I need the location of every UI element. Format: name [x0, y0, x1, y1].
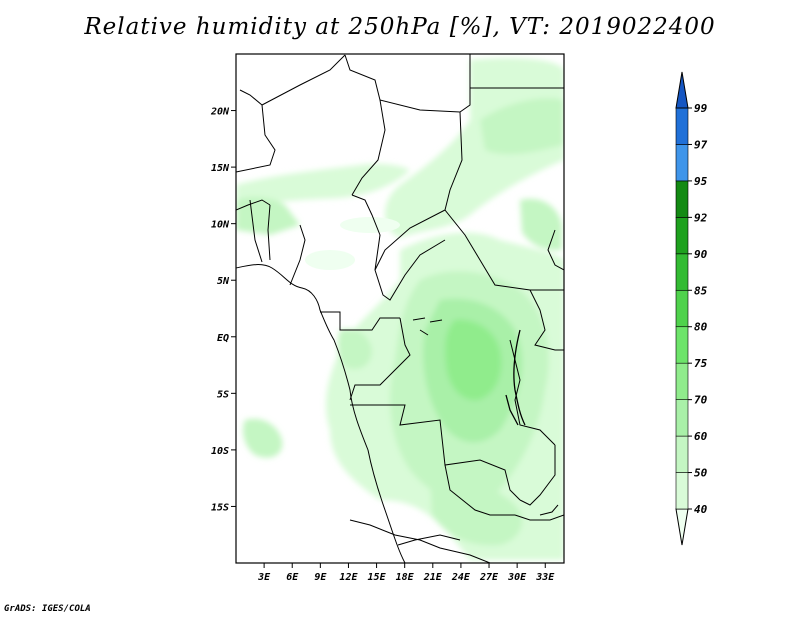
colorbar-top-arrow: [675, 71, 689, 109]
colorbar-box: [675, 399, 689, 437]
colorbar-label: 40: [694, 503, 708, 516]
colorbar-box: [675, 144, 689, 182]
borders: [236, 54, 564, 563]
lon-tick-label: 21E: [423, 572, 443, 583]
lon-tick-label: 24E: [451, 572, 471, 583]
colorbar-box: [675, 289, 689, 328]
lon-tick-label: 30E: [507, 572, 527, 583]
longitude-axis: 3E 6E 9E 12E 15E 18E 21E 24E 27E 30E 33E: [257, 563, 555, 583]
map-frame: [235, 53, 565, 564]
lat-tick-label: 5S: [217, 389, 229, 400]
colorbar-label: 80: [694, 321, 708, 334]
colorbar-box: [675, 326, 689, 364]
lat-tick-label: 10N: [211, 220, 230, 231]
lon-tick-label: 18E: [396, 572, 415, 583]
lon-tick-label: 15E: [368, 572, 387, 583]
colorbar-label: 70: [694, 394, 708, 407]
colorbar-label: 97: [694, 138, 708, 151]
lon-tick-label: 6E: [286, 572, 299, 583]
colorbar-box: [675, 435, 689, 473]
latitude-axis: 20N 15N 10N 5N EQ 5S 10S 15S: [210, 107, 236, 513]
lat-tick-label: 5N: [217, 276, 230, 287]
lon-tick-label: 27E: [479, 572, 499, 583]
map-title: Relative humidity at 250hPa [%], VT: 201…: [84, 14, 716, 40]
lat-tick-label: 10S: [211, 446, 229, 457]
lat-tick-label: 15N: [211, 163, 230, 174]
colorbar-label: 95: [694, 175, 708, 188]
lon-tick-label: 33E: [535, 572, 555, 583]
lon-tick-label: 3E: [257, 572, 271, 583]
colorbar-box: [675, 180, 689, 218]
colorbar-label: 75: [694, 357, 708, 370]
colorbar: 40 50 60 70 75 80 85 90 92 95 97 99: [675, 71, 708, 546]
humidity-field: [236, 58, 564, 560]
colorbar-bottom-arrow: [675, 508, 689, 546]
colorbar-box: [675, 253, 689, 291]
lon-tick-label: 12E: [339, 572, 358, 583]
lat-tick-label: EQ: [217, 333, 229, 344]
colorbar-label: 90: [694, 248, 708, 261]
grads-credit: GrADS: IGES/COLA: [4, 604, 91, 614]
colorbar-box: [675, 362, 689, 400]
lon-tick-label: 9E: [314, 572, 327, 583]
colorbar-label: 99: [694, 102, 708, 115]
colorbar-label: 60: [694, 430, 708, 443]
colorbar-box: [675, 217, 689, 255]
colorbar-box: [675, 472, 689, 510]
colorbar-label: 85: [694, 284, 708, 297]
colorbar-label: 92: [694, 211, 708, 224]
colorbar-label: 50: [694, 467, 708, 480]
lat-tick-label: 20N: [210, 107, 230, 118]
colorbar-box: [675, 107, 689, 145]
lat-tick-label: 15S: [211, 502, 229, 513]
